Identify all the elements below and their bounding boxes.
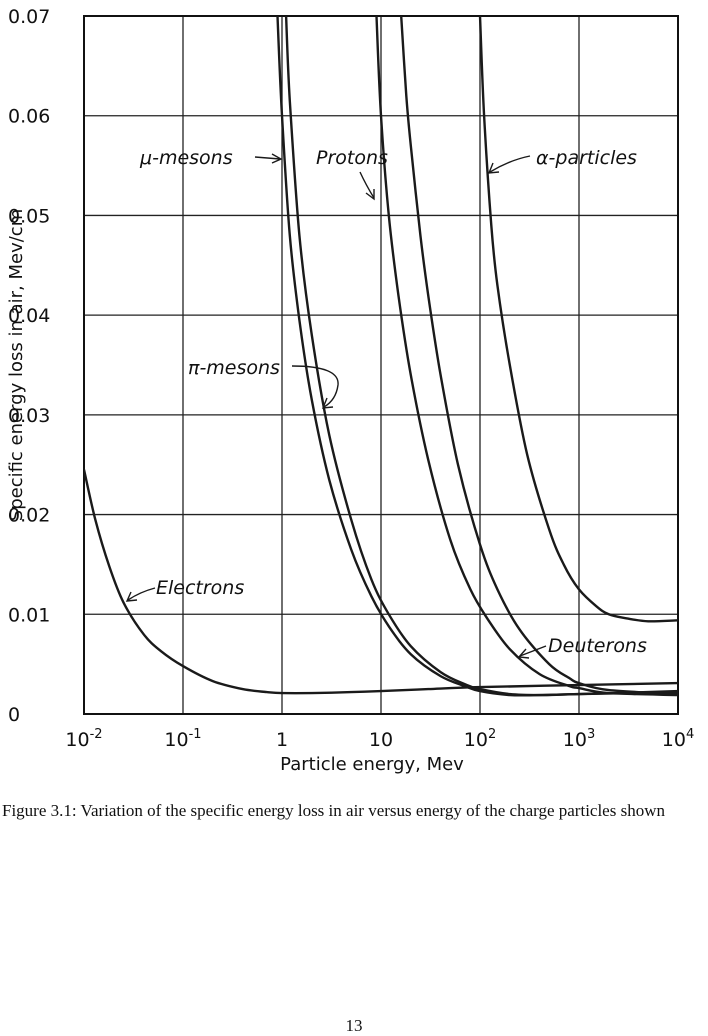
pi-mesons-arrow xyxy=(291,365,339,408)
figure-caption: Figure 3.1: Variation of the specific en… xyxy=(2,801,665,820)
annotation-electrons: Electrons xyxy=(156,577,244,599)
annotation-mu-mesons: μ-mesons xyxy=(139,147,233,169)
x-tick-label: 104 xyxy=(662,727,694,751)
series-mu-mesons xyxy=(276,16,678,697)
y-tick-label: 0.01 xyxy=(8,604,50,626)
pi-mesons-arrowhead xyxy=(321,397,334,409)
protons-arrowhead xyxy=(365,189,375,201)
deuterons-arrowhead xyxy=(517,648,530,659)
annotation-arrows xyxy=(125,153,547,659)
page-number: 13 xyxy=(345,1016,363,1035)
alpha-particles-arrowhead xyxy=(487,162,500,174)
x-tick-label: 10 xyxy=(369,729,393,751)
alpha-particles-arrow xyxy=(489,155,531,173)
annotation-deuterons: Deuterons xyxy=(548,635,647,657)
x-tick-label: 103 xyxy=(563,727,595,751)
y-tick-label: 0.07 xyxy=(8,6,50,28)
y-tick-label: 0 xyxy=(8,704,20,726)
x-axis-title: Particle energy, Mev xyxy=(280,754,464,775)
x-tick-label: 1 xyxy=(276,729,288,751)
series-alpha-particles xyxy=(478,16,678,623)
x-tick-label: 10-2 xyxy=(65,727,102,751)
energy-loss-chart: 10-2 10-1 1 10 102 103 104 0 0.01 0.02 0.03 0.04 0.0… xyxy=(6,6,694,775)
data-series xyxy=(84,16,678,697)
electrons-arrowhead xyxy=(125,591,138,602)
x-tick-label: 102 xyxy=(464,727,496,751)
electrons-arrow xyxy=(127,587,156,601)
series-deuterons xyxy=(400,16,678,696)
series-pi-mesons xyxy=(284,16,678,697)
tick-labels: 10-2 10-1 1 10 102 103 104 0 0.01 0.02 0.03 0.04 0.0… xyxy=(8,6,694,751)
mu-mesons-arrowhead xyxy=(271,153,283,164)
series-protons xyxy=(375,16,678,697)
series-annotations: μ-mesons Protons α-particles π-mesons El… xyxy=(139,147,647,657)
y-tick-label: 0.02 xyxy=(8,505,50,527)
x-tick-label: 10-1 xyxy=(164,727,201,751)
y-tick-label: 0.05 xyxy=(8,205,50,227)
y-axis-title: Specific energy loss in air, Mev/cm xyxy=(6,209,27,521)
plot-frame xyxy=(83,15,679,715)
y-tick-label: 0.04 xyxy=(8,305,50,327)
y-tick-label: 0.06 xyxy=(8,106,50,128)
series-electrons xyxy=(84,468,678,695)
annotation-protons: Protons xyxy=(316,147,388,169)
deuterons-arrow xyxy=(519,645,547,657)
annotation-pi-mesons: π-mesons xyxy=(188,357,280,379)
y-tick-label: 0.03 xyxy=(8,405,50,427)
annotation-alpha-particles: α-particles xyxy=(536,147,637,169)
protons-arrow xyxy=(359,171,375,199)
mu-mesons-arrow xyxy=(254,156,281,160)
